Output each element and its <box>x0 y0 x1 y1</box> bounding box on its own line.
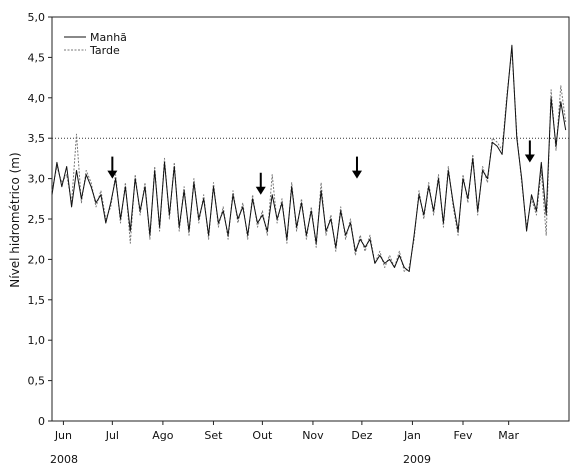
y-tick-label: 2,5 <box>28 213 46 226</box>
arrow-head <box>107 170 118 179</box>
arrow-head <box>351 170 362 179</box>
x-tick-label: Mar <box>498 429 519 442</box>
year-label: 2008 <box>50 453 78 466</box>
y-tick-label: 3,0 <box>28 173 46 186</box>
x-tick-label: Jun <box>54 429 72 442</box>
x-tick-label: Nov <box>302 429 324 442</box>
x-tick-label: Dez <box>351 429 372 442</box>
arrow-head <box>524 154 535 163</box>
x-tick-label: Ago <box>152 429 174 442</box>
arrow-head <box>255 186 266 195</box>
y-tick-label: 3,5 <box>28 132 46 145</box>
y-axis-title: Nível hidrométrico (m) <box>8 152 22 287</box>
annotation-arrows <box>107 140 535 195</box>
x-tick-label: Jul <box>105 429 119 442</box>
series-line-tarde <box>51 48 567 272</box>
y-tick-label: 1,0 <box>28 334 46 347</box>
y-tick-label: 0,5 <box>28 375 46 388</box>
plot-area <box>51 16 570 422</box>
x-tick-label: Set <box>204 429 223 442</box>
series-line-manha <box>51 44 567 272</box>
y-axis: 0 0,5 1,0 1,5 2,0 2,5 3,0 3,5 4,0 4,5 5,0 <box>28 11 52 428</box>
y-tick-label: 4,5 <box>28 51 46 64</box>
x-tick-label: Out <box>252 429 273 442</box>
legend-label: Manhã <box>90 31 127 44</box>
x-tick-label: Fev <box>453 429 472 442</box>
y-tick-label: 2,0 <box>28 253 46 266</box>
y-tick-label: 1,5 <box>28 294 46 307</box>
x-tick-label: Jan <box>403 429 421 442</box>
y-tick-label: 4,0 <box>28 92 46 105</box>
legend-label: Tarde <box>89 44 120 57</box>
x-axis: Jun Jul Ago Set Out Nov Dez Jan Fev Mar 2008 2009 <box>50 421 520 466</box>
plot-border <box>51 16 570 422</box>
year-label: 2009 <box>403 453 431 466</box>
y-tick-label: 0 <box>38 415 45 428</box>
series-layer <box>51 44 567 272</box>
y-tick-label: 5,0 <box>28 11 46 24</box>
